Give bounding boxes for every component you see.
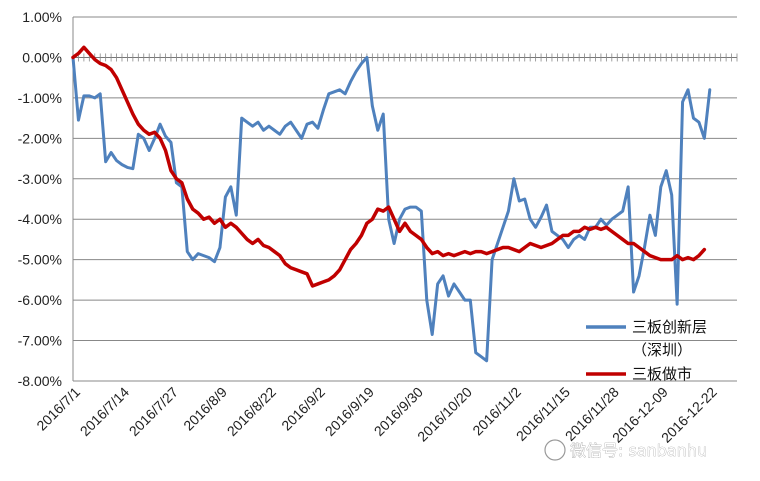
series-lines (71, 45, 712, 363)
watermark: 微信号: sanbanhu (544, 439, 707, 461)
y-tick-label: -4.00% (18, 211, 62, 227)
legend-label-innovation: 三板创新层 (632, 318, 707, 336)
y-tick-label: 0.00% (22, 49, 62, 65)
y-tick-label: -3.00% (18, 171, 62, 187)
y-tick-label: -5.00% (18, 252, 62, 268)
series-line-innovation (71, 55, 712, 363)
y-tick-label: -8.00% (18, 373, 62, 389)
y-tick-label: 1.00% (22, 9, 62, 25)
legend-label-market-making: 三板做市 (632, 365, 692, 383)
y-tick-label: -7.00% (18, 333, 62, 349)
y-tick-label: -2.00% (18, 130, 62, 146)
wechat-icon (544, 439, 566, 461)
y-tick-label: -6.00% (18, 292, 62, 308)
y-axis-ticks: 1.00% 0.00% -1.00% -2.00% -3.00% -4.00% -5.00%… (18, 9, 62, 389)
legend: 三板创新层 （深圳） 三板做市 (586, 318, 707, 383)
y-tick-label: -1.00% (18, 90, 62, 106)
legend-label-innovation-sub: （深圳） (632, 341, 692, 359)
series-line-market-making (71, 45, 707, 288)
watermark-text: 微信号: sanbanhu (570, 441, 707, 460)
axes (72, 17, 738, 381)
